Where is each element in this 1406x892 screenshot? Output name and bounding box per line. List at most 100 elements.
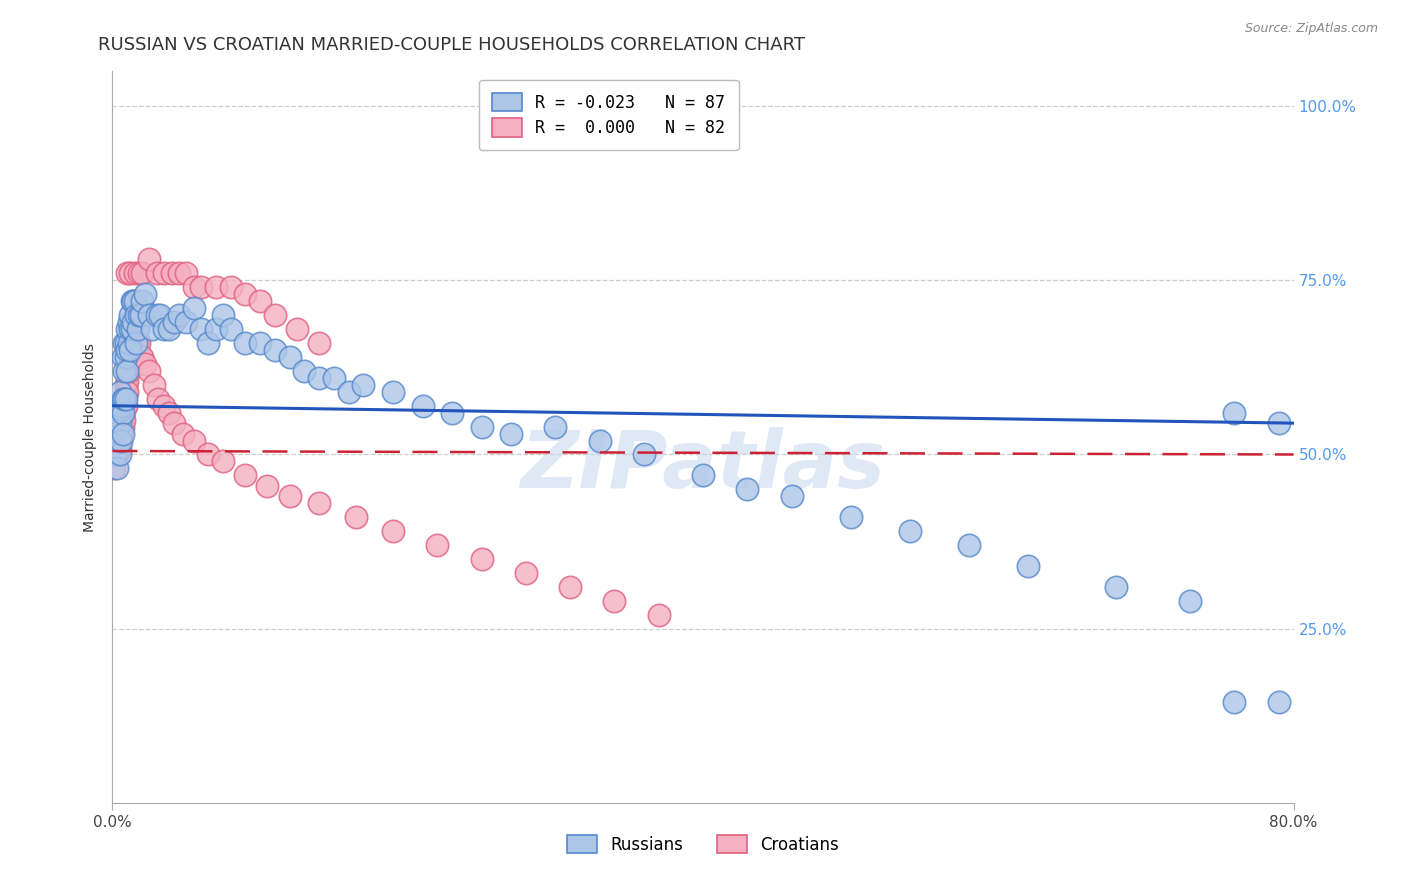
Point	[122, 315, 145, 329]
Point	[163, 315, 186, 329]
Point	[105, 419, 128, 434]
Point	[957, 538, 980, 552]
Point	[233, 287, 256, 301]
Point	[107, 406, 129, 420]
Point	[142, 377, 165, 392]
Point	[470, 552, 494, 566]
Point	[160, 266, 183, 280]
Point	[190, 280, 212, 294]
Point	[103, 461, 125, 475]
Point	[352, 377, 374, 392]
Point	[120, 322, 142, 336]
Point	[501, 426, 523, 441]
Point	[110, 399, 132, 413]
Point	[108, 434, 131, 448]
Text: Source: ZipAtlas.com: Source: ZipAtlas.com	[1244, 22, 1378, 36]
Point	[197, 448, 219, 462]
Point	[112, 412, 135, 426]
Point	[780, 489, 803, 503]
Point	[264, 308, 287, 322]
Point	[292, 364, 315, 378]
Point	[111, 399, 134, 413]
Point	[108, 416, 131, 430]
Point	[125, 322, 148, 336]
Point	[183, 301, 205, 316]
Point	[470, 419, 494, 434]
Point	[124, 294, 146, 309]
Point	[120, 343, 142, 357]
Point	[219, 280, 242, 294]
Point	[544, 419, 567, 434]
Text: RUSSIAN VS CROATIAN MARRIED-COUPLE HOUSEHOLDS CORRELATION CHART: RUSSIAN VS CROATIAN MARRIED-COUPLE HOUSE…	[98, 36, 806, 54]
Point	[124, 266, 146, 280]
Point	[603, 594, 626, 608]
Point	[110, 426, 132, 441]
Point	[249, 294, 271, 309]
Point	[515, 566, 537, 580]
Point	[323, 371, 346, 385]
Point	[256, 479, 278, 493]
Point	[647, 607, 671, 622]
Point	[117, 384, 138, 399]
Point	[278, 489, 301, 503]
Point	[308, 371, 330, 385]
Point	[441, 406, 464, 420]
Point	[118, 350, 141, 364]
Point	[174, 315, 197, 329]
Point	[125, 308, 148, 322]
Point	[1223, 695, 1246, 709]
Point	[153, 399, 176, 413]
Point	[1105, 580, 1128, 594]
Point	[174, 266, 197, 280]
Point	[411, 399, 433, 413]
Point	[117, 375, 138, 389]
Point	[167, 266, 190, 280]
Point	[212, 454, 235, 468]
Point	[558, 580, 582, 594]
Point	[107, 437, 129, 451]
Point	[157, 406, 180, 420]
Point	[1178, 594, 1201, 608]
Point	[105, 434, 128, 448]
Point	[138, 364, 160, 378]
Point	[114, 392, 136, 406]
Point	[737, 483, 759, 497]
Point	[141, 322, 163, 336]
Point	[107, 444, 129, 458]
Point	[114, 350, 136, 364]
Point	[278, 350, 301, 364]
Point	[285, 322, 308, 336]
Point	[153, 322, 176, 336]
Point	[129, 308, 152, 322]
Point	[1017, 558, 1039, 573]
Point	[112, 336, 135, 351]
Point	[219, 322, 242, 336]
Point	[120, 266, 142, 280]
Point	[134, 287, 156, 301]
Point	[129, 350, 152, 364]
Point	[107, 409, 129, 424]
Point	[125, 336, 148, 351]
Point	[1268, 416, 1291, 430]
Point	[117, 364, 138, 378]
Point	[112, 402, 135, 417]
Point	[382, 524, 405, 538]
Point	[308, 336, 330, 351]
Point	[121, 322, 143, 336]
Point	[114, 388, 136, 402]
Point	[146, 308, 169, 322]
Point	[111, 426, 134, 441]
Point	[121, 336, 143, 351]
Point	[131, 266, 153, 280]
Point	[148, 392, 170, 406]
Point	[108, 384, 131, 399]
Point	[197, 336, 219, 351]
Point	[205, 322, 228, 336]
Point	[103, 423, 125, 437]
Point	[118, 336, 141, 351]
Point	[157, 322, 180, 336]
Point	[153, 266, 176, 280]
Point	[117, 343, 138, 357]
Point	[898, 524, 921, 538]
Point	[111, 409, 134, 424]
